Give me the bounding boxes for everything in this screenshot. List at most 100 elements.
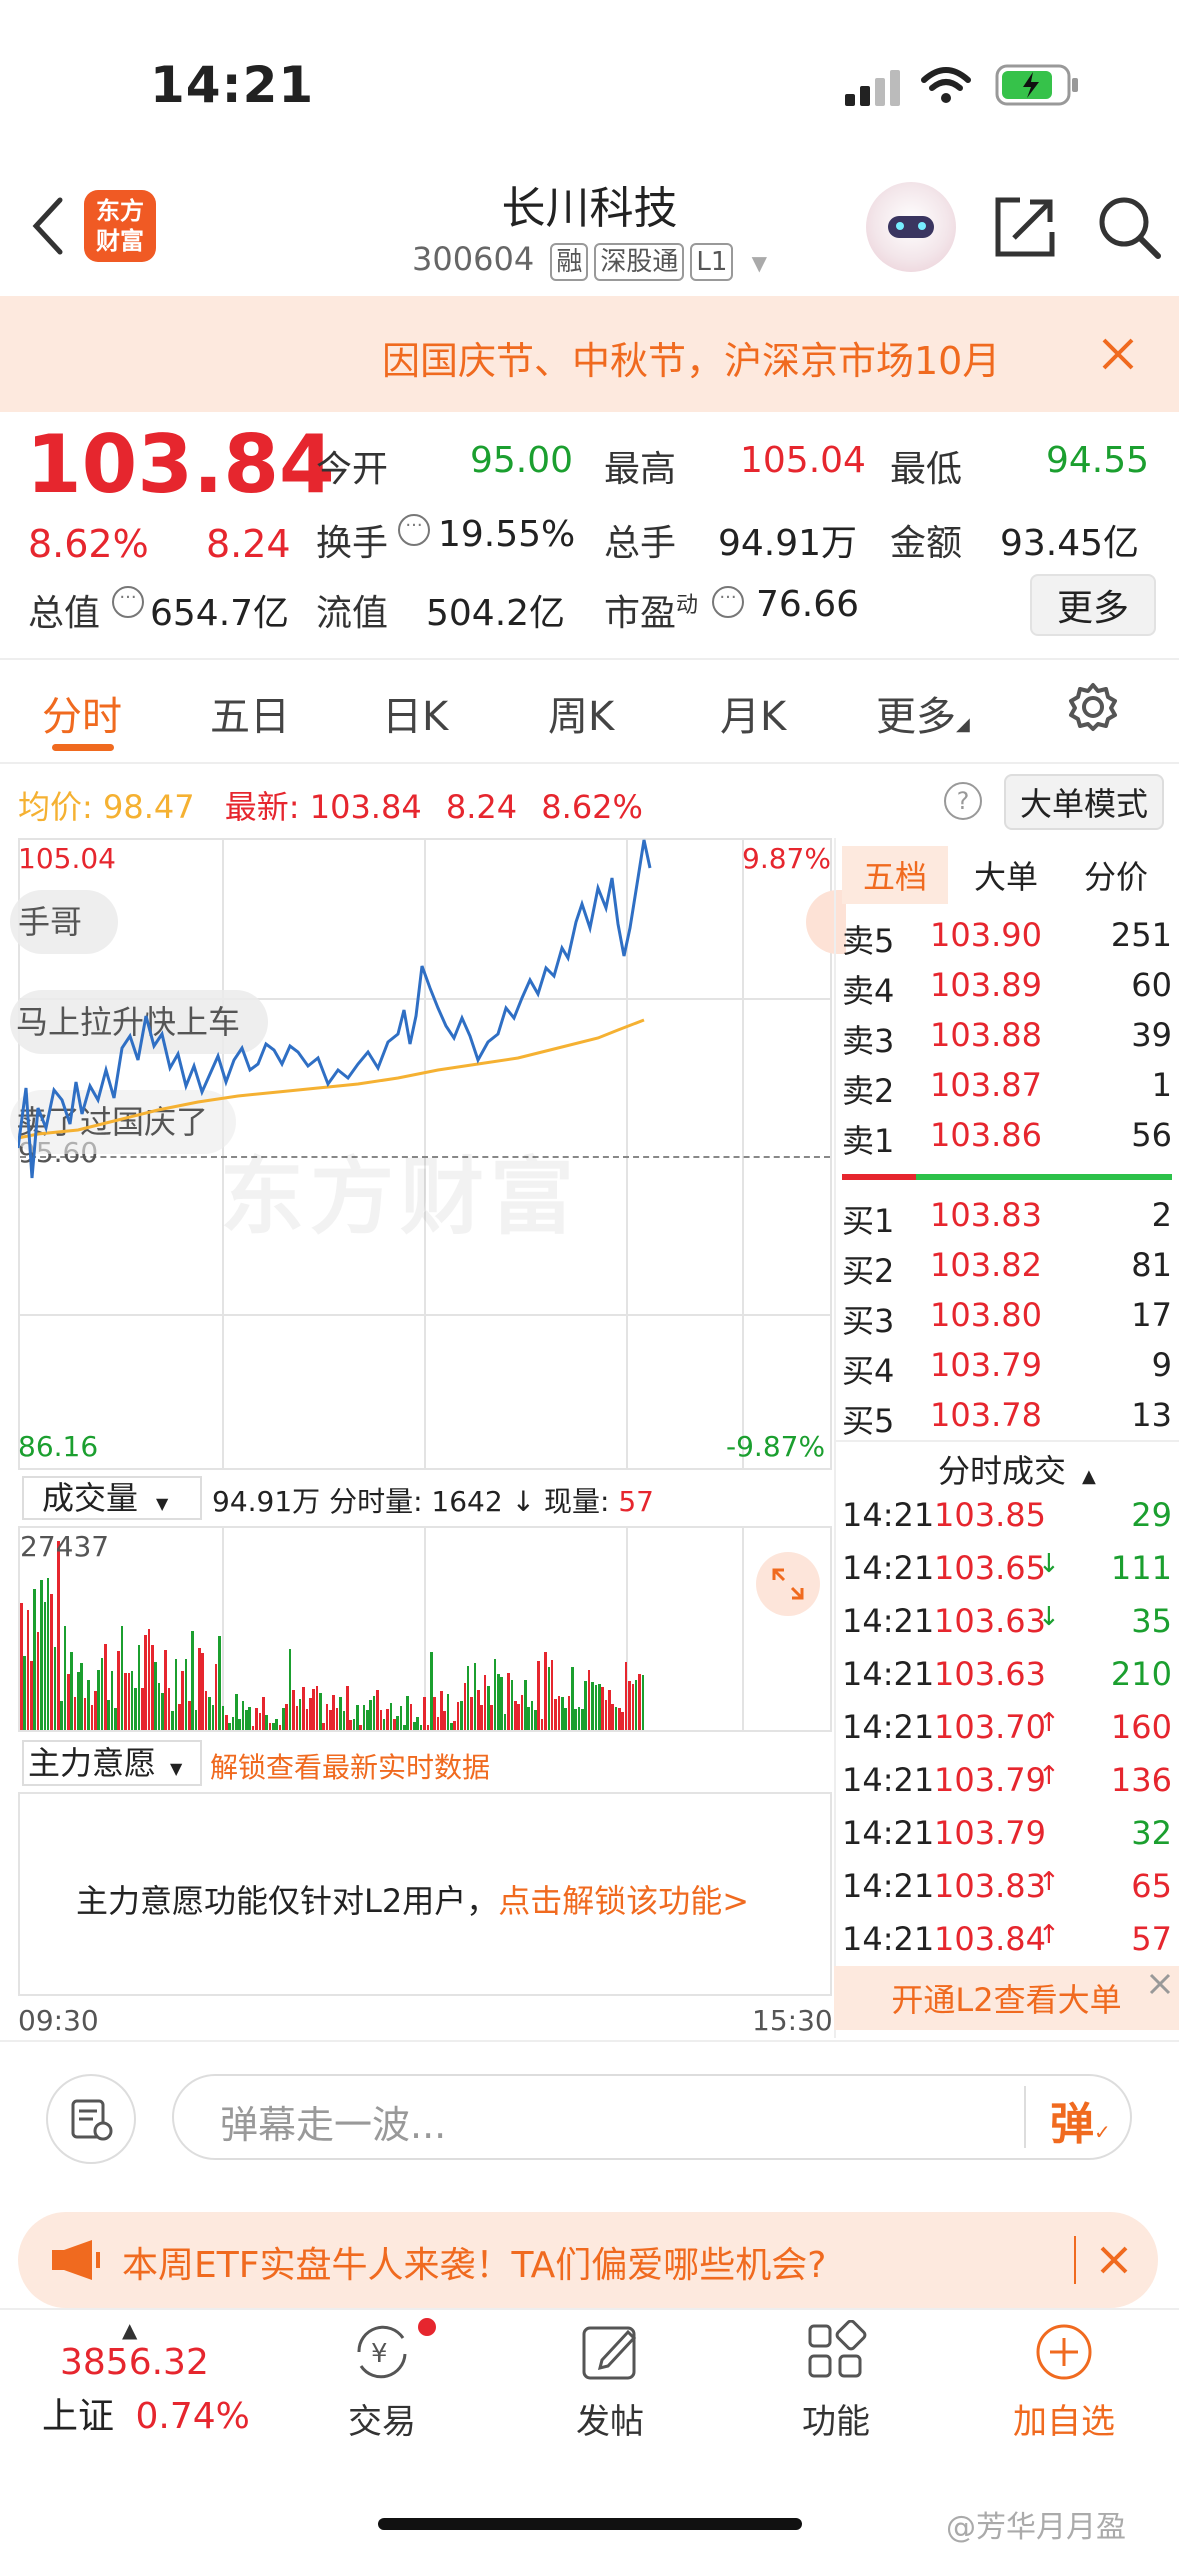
search-icon[interactable]	[1096, 194, 1164, 262]
volume-bar	[292, 1690, 295, 1730]
bid-row[interactable]: 买1 103.83 2	[842, 1196, 1172, 1246]
tab-more[interactable]: 更多◢	[876, 694, 970, 740]
more-button[interactable]: 更多	[1030, 574, 1156, 636]
volume-selector[interactable]: 成交量 ▼	[22, 1476, 202, 1520]
close-icon[interactable]	[1096, 2242, 1132, 2278]
share-icon[interactable]	[992, 194, 1058, 260]
dropdown-icon[interactable]: ▼	[751, 251, 767, 275]
ob-tab-price-dist[interactable]: 分价	[1083, 858, 1148, 896]
volume-bar	[581, 1708, 584, 1730]
ask-row[interactable]: 卖4 103.89 60	[842, 966, 1172, 1016]
trade-volume: 160	[1110, 1708, 1172, 1746]
volume-bar	[231, 1716, 235, 1730]
main-force-unlock-link[interactable]: 点击解锁该功能>	[498, 1882, 750, 1920]
turnover-label: 换手	[316, 523, 389, 564]
danmaku-bubble[interactable]: 手哥	[10, 890, 119, 954]
info-icon[interactable]: ···	[112, 586, 144, 618]
tab-daily-k[interactable]: 日K	[382, 694, 449, 740]
close-icon[interactable]	[1098, 334, 1138, 374]
index-widget[interactable]: ▲ 3856.32 上证 0.74%	[30, 2318, 250, 2439]
promo-banner[interactable]: 本周ETF实盘牛人来袭！TA们偏爱哪些机会?	[18, 2212, 1158, 2308]
danmu-send-button[interactable]: 弹✓	[1050, 2099, 1111, 2150]
tab-weekly-k[interactable]: 周K	[548, 694, 615, 740]
holiday-notice-banner[interactable]: 因国庆节、中秋节，沪深京市场10月	[0, 296, 1179, 412]
chart-info-line: 均价: 98.47 最新: 103.84 8.24 8.62%	[18, 782, 643, 828]
back-icon[interactable]	[30, 196, 66, 256]
pe-label: 市盈动	[604, 593, 699, 634]
price-line	[18, 839, 652, 1179]
info-icon[interactable]: ···	[398, 514, 430, 546]
info-icon[interactable]: ···	[712, 586, 744, 618]
volume-bar	[40, 1579, 43, 1730]
bid-row[interactable]: 买2 103.82 81	[842, 1246, 1172, 1296]
volume-bar	[376, 1689, 379, 1730]
current-value: 57	[618, 1485, 654, 1518]
trade-price: 103.79	[934, 1761, 1046, 1799]
nav-trade[interactable]: ¥ 交易	[302, 2318, 462, 2443]
nav-post[interactable]: 发帖	[530, 2320, 690, 2443]
ob-tab-five-level[interactable]: 五档	[842, 846, 948, 904]
volume-bar	[110, 1671, 114, 1730]
volume-bar	[255, 1707, 258, 1730]
current-label: 现量:	[543, 1485, 610, 1518]
volume-bar	[571, 1667, 574, 1730]
volume-bar	[33, 1589, 37, 1730]
intraday-chart[interactable]: 东方财富	[18, 838, 832, 1470]
ask-row[interactable]: 卖3 103.88 39	[842, 1016, 1172, 1066]
volume-bar	[497, 1673, 500, 1730]
volume-bar	[403, 1724, 406, 1730]
ask-volume: 1	[1151, 1066, 1172, 1104]
bid-price: 103.80	[930, 1296, 1042, 1334]
ask-row[interactable]: 卖5 103.90 251	[842, 916, 1172, 966]
l2-upgrade-link[interactable]: 开通L2查看大单	[834, 1966, 1179, 2030]
close-icon[interactable]	[1146, 1970, 1174, 1998]
tab-five-day[interactable]: 五日	[210, 694, 290, 740]
settings-icon[interactable]	[1068, 682, 1118, 732]
volume-chart[interactable]	[18, 1526, 832, 1732]
volume-bar	[537, 1660, 541, 1730]
big-order-mode-button[interactable]: 大单模式	[1004, 774, 1164, 830]
notes-icon[interactable]	[46, 2074, 136, 2164]
help-icon[interactable]: ?	[944, 782, 982, 820]
bid-row[interactable]: 买5 103.78 13	[842, 1396, 1172, 1446]
bid-row[interactable]: 买4 103.79 9	[842, 1346, 1172, 1396]
high-label: 最高	[604, 449, 677, 490]
danmaku-bubble[interactable]: 马上拉升快上车	[10, 990, 269, 1054]
trades-title[interactable]: 分时成交 ▲	[938, 1452, 1096, 1490]
unlock-link[interactable]: 解锁查看最新实时数据	[210, 1751, 491, 1784]
volume-bar	[406, 1696, 409, 1730]
volume-bar	[177, 1703, 181, 1730]
volume-bar	[460, 1700, 463, 1730]
ask-row[interactable]: 卖1 103.86 56	[842, 1116, 1172, 1166]
trade-volume: 210	[1110, 1655, 1172, 1693]
nav-functions[interactable]: 功能	[756, 2319, 916, 2443]
avg-value: 98.47	[102, 788, 195, 826]
main-force-selector[interactable]: 主力意愿 ▼	[22, 1740, 202, 1786]
danmu-input[interactable]: 弹幕走一波... 弹✓	[172, 2074, 1132, 2160]
volume-bar	[248, 1706, 252, 1730]
volume-bar	[463, 1682, 467, 1730]
nav-functions-label: 功能	[802, 2402, 870, 2442]
assistant-avatar-icon[interactable]	[866, 182, 956, 272]
volume-bar	[332, 1694, 336, 1730]
volume-bar	[154, 1662, 157, 1730]
ask-row[interactable]: 卖2 103.87 1	[842, 1066, 1172, 1116]
trade-volume: 111	[1110, 1549, 1172, 1587]
tab-monthly-k[interactable]: 月K	[720, 694, 787, 740]
volume-bar	[369, 1699, 373, 1730]
nav-add-watchlist[interactable]: 加自选	[984, 2320, 1144, 2443]
volume-bar	[345, 1686, 349, 1730]
app-logo[interactable]: 东方 财富	[84, 190, 156, 262]
index-value: 3856.32	[60, 2342, 209, 2383]
expand-icon[interactable]	[756, 1552, 820, 1616]
ob-tab-big-order[interactable]: 大单	[973, 858, 1038, 896]
bid-volume: 2	[1151, 1196, 1172, 1234]
trade-row: 14:21 103.83 ↑ 65	[842, 1867, 1172, 1919]
volume-bar	[144, 1634, 147, 1730]
ask-level: 卖1	[842, 1122, 895, 1160]
tab-intraday[interactable]: 分时	[42, 694, 122, 740]
pe-value: 76.66	[756, 584, 860, 625]
trade-price: 103.79	[934, 1814, 1046, 1852]
volume-bar	[50, 1593, 53, 1730]
bid-row[interactable]: 买3 103.80 17	[842, 1296, 1172, 1346]
